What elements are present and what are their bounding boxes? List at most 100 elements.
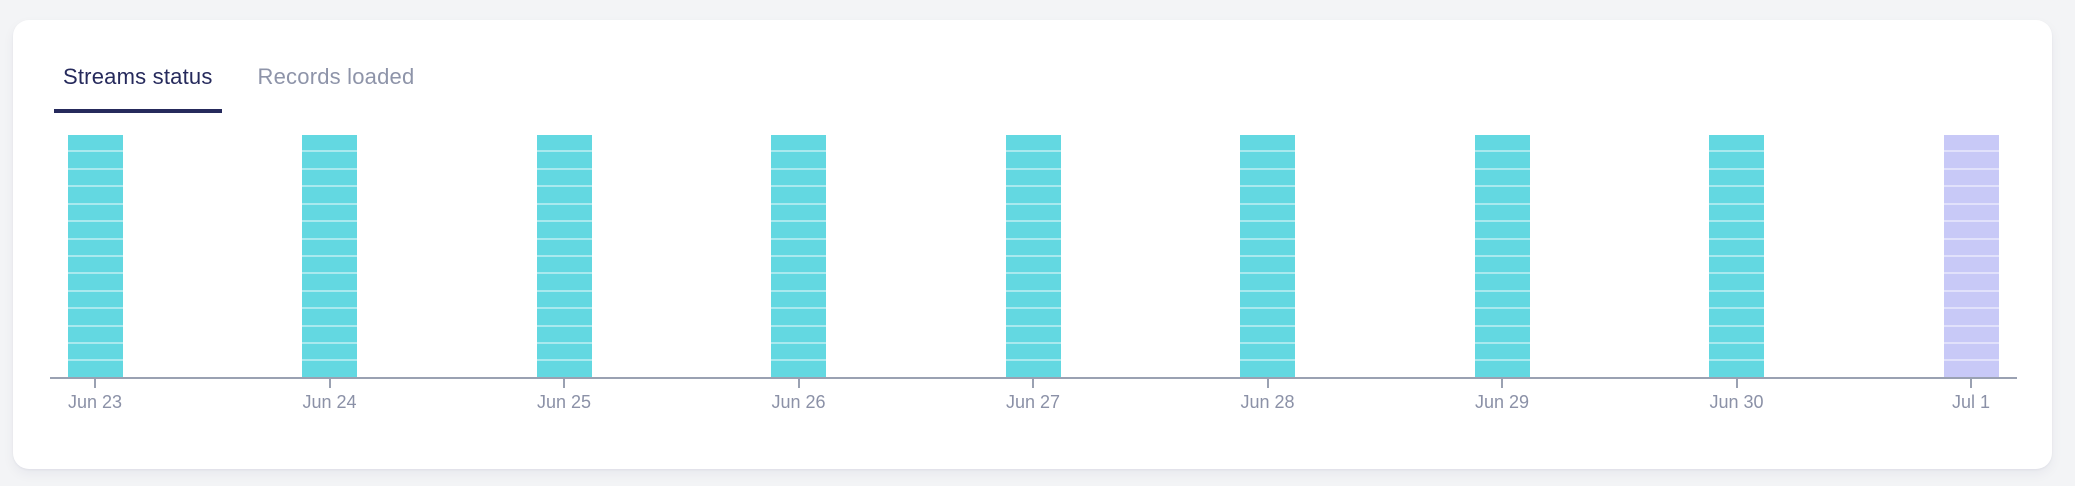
x-axis-tick (1501, 379, 1503, 388)
bar-segment (1474, 239, 1530, 255)
bar-segment (302, 256, 357, 273)
bar-segment (1005, 309, 1061, 325)
bar-segment (67, 291, 123, 308)
plot-area (50, 135, 2017, 377)
bar-segment (536, 344, 592, 360)
x-axis-label: Jun 25 (536, 392, 592, 412)
bar-segment (536, 135, 592, 151)
x-axis-label: Jul 1 (1951, 392, 1991, 412)
bar-segment (67, 274, 123, 290)
bar-segment (1240, 135, 1295, 151)
x-axis-tick (1266, 379, 1269, 388)
bar-segment (1240, 309, 1295, 325)
bar-segment (302, 274, 357, 290)
bar-segment (1240, 344, 1295, 360)
bar-segment (1005, 291, 1061, 308)
bar-segment (67, 135, 123, 151)
bar-segment (67, 361, 123, 377)
bar-segment (1474, 291, 1530, 308)
x-axis-label: Jun 23 (67, 392, 123, 412)
bar-segment (771, 326, 826, 343)
bar-segment (536, 326, 592, 343)
bar-jun-23[interactable] (67, 135, 123, 377)
bar-segment (1943, 239, 1999, 255)
bar-jun-28[interactable] (1240, 135, 1295, 377)
bar-segment (1474, 344, 1530, 360)
bar-segment (536, 309, 592, 325)
x-axis-tick (328, 379, 331, 388)
bar-segment (1474, 256, 1530, 273)
x-axis-area: Jun 23 Jun 24 Jun 25 Jun 26 Jun 27 Jun 28 Jun … (50, 379, 2017, 431)
bar-segment (771, 152, 826, 168)
bar-segment (1474, 309, 1530, 325)
bar-segment (536, 222, 592, 238)
bar-segment (1005, 152, 1061, 168)
bar-segment (1709, 239, 1764, 255)
bar-segment (67, 169, 123, 186)
bar-segment (1240, 256, 1295, 273)
bar-segment (536, 187, 592, 203)
tab-records-loaded[interactable]: Records loaded (257, 64, 415, 89)
bar-segment (67, 204, 123, 221)
bar-segment (771, 344, 826, 360)
bar-segment (771, 309, 826, 325)
bar-segment (536, 291, 592, 308)
bar-segment (771, 239, 826, 255)
bar-segment (1943, 135, 1999, 151)
bar-segment (1240, 187, 1295, 203)
bar-segment (302, 187, 357, 203)
bar-jul-1[interactable] (1943, 135, 1999, 377)
bar-segment (302, 344, 357, 360)
bar-segment (67, 344, 123, 360)
bar-segment (1005, 169, 1061, 186)
bar-segment (302, 326, 357, 343)
bar-segment (1240, 291, 1295, 308)
chart-tabs: Streams status Records loaded (54, 64, 2052, 113)
bar-segment (302, 309, 357, 325)
bar-segment (1474, 361, 1530, 377)
bar-segment (1240, 326, 1295, 343)
bar-segment (1709, 187, 1764, 203)
bar-segment (1005, 274, 1061, 290)
bar-segment (1943, 169, 1999, 186)
bar-jun-27[interactable] (1005, 135, 1061, 377)
bar-segment (1943, 187, 1999, 203)
bar-segment (302, 361, 357, 377)
bar-segment (1943, 291, 1999, 308)
x-axis-label: Jun 26 (771, 392, 826, 412)
tab-streams-status[interactable]: Streams status (54, 64, 222, 113)
x-axis-tick (563, 379, 565, 388)
x-axis-tick (1032, 379, 1034, 388)
bar-jun-24[interactable] (302, 135, 357, 377)
bar-segment (771, 222, 826, 238)
bar-segment (536, 152, 592, 168)
bar-jun-25[interactable] (536, 135, 592, 377)
bar-segment (771, 204, 826, 221)
bar-jun-29[interactable] (1474, 135, 1530, 377)
bar-segment (1474, 222, 1530, 238)
bar-segment (302, 152, 357, 168)
bar-segment (67, 256, 123, 273)
bar-segment (771, 361, 826, 377)
bar-segment (1943, 222, 1999, 238)
bar-segment (1709, 135, 1764, 151)
x-axis-label: Jun 24 (302, 392, 357, 412)
bar-segment (536, 256, 592, 273)
x-axis-label: Jun 30 (1709, 392, 1764, 412)
bar-segment (302, 222, 357, 238)
bar-segment (536, 204, 592, 221)
bar-segment (1709, 169, 1764, 186)
bar-jun-26[interactable] (771, 135, 826, 377)
bar-segment (1474, 169, 1530, 186)
bar-jun-30[interactable] (1709, 135, 1764, 377)
bar-segment (771, 169, 826, 186)
bar-segment (1709, 291, 1764, 308)
bar-segment (1240, 361, 1295, 377)
x-axis-tick (797, 379, 800, 388)
bar-segment (67, 222, 123, 238)
bar-segment (1943, 326, 1999, 343)
bar-segment (302, 204, 357, 221)
bar-segment (1943, 361, 1999, 377)
bar-segment (67, 309, 123, 325)
bar-segment (1474, 204, 1530, 221)
